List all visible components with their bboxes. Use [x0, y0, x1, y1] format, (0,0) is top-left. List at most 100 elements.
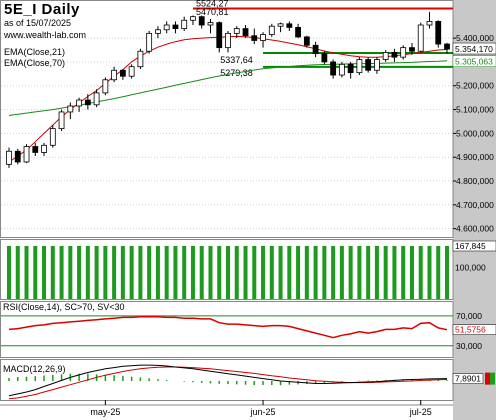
candle-body	[49, 128, 56, 146]
macd-line	[8, 364, 448, 397]
volume-bar	[173, 245, 178, 299]
volume-bar	[42, 245, 47, 299]
candle-body	[435, 21, 442, 45]
candle-body	[444, 43, 450, 50]
volume-bar	[427, 245, 432, 299]
volume-bar	[278, 245, 283, 299]
candle-body	[58, 111, 65, 130]
price-tick-label: 5.200,000	[456, 81, 494, 91]
candle-body	[330, 61, 337, 76]
rsi-panel-label: RSI(Close,14), SC>70, SV<30	[3, 302, 125, 312]
last-close-tag	[452, 42, 496, 55]
candle-body	[155, 29, 161, 34]
candle-body	[6, 150, 12, 165]
candle-body	[119, 69, 126, 77]
panel-frame-2	[0, 301, 454, 358]
candle-body	[382, 52, 389, 60]
volume-bar	[322, 245, 327, 299]
volume-bar	[33, 245, 38, 299]
candle-body	[207, 22, 214, 26]
volume-bar	[366, 245, 371, 299]
rsi-line	[8, 315, 448, 339]
price-tick-label: 5.400,000	[456, 33, 494, 43]
volume-bar	[331, 245, 336, 299]
volume-bar	[445, 245, 449, 299]
volume-bar	[59, 245, 64, 299]
volume-bar	[208, 245, 213, 299]
volume-bar	[7, 245, 11, 299]
candle-body	[137, 50, 144, 68]
candle-body	[14, 150, 21, 163]
volume-bar	[103, 245, 108, 299]
candle-body	[277, 23, 284, 27]
candle-body	[76, 99, 82, 107]
candle-body	[391, 52, 398, 58]
macd-signal-line	[8, 366, 448, 400]
volume-bar	[164, 245, 169, 299]
volume-bar	[409, 245, 414, 299]
last-close-label: 5.354,170	[455, 44, 493, 54]
candle-body	[172, 24, 179, 29]
candle-body	[102, 79, 109, 94]
volume-bar	[374, 245, 379, 299]
volume-bar	[401, 245, 406, 299]
candle-body	[303, 36, 310, 46]
ema-slow-value-label: 5.305,063	[455, 57, 493, 67]
resistance-start-label: 5470,81	[196, 7, 229, 17]
volume-bar	[182, 245, 187, 299]
volume-top-label: 167,845	[455, 241, 486, 251]
rsi-last-tag	[452, 324, 496, 335]
candle-body	[347, 63, 354, 74]
candle-body	[146, 32, 153, 52]
candle-body	[41, 144, 47, 153]
volume-bar	[120, 245, 125, 299]
ema-slow-line	[8, 60, 448, 116]
candle-body	[321, 53, 328, 63]
candle-body	[242, 28, 249, 37]
candle-body	[23, 146, 30, 163]
price-tick-label: 5.000,000	[456, 128, 494, 138]
site-watermark: www.wealth-lab.com	[4, 30, 87, 40]
chart-title: 5E_I Daily	[4, 1, 80, 18]
volume-top-tag	[452, 240, 496, 252]
candle-body	[409, 47, 415, 52]
candle-body	[128, 66, 135, 77]
volume-tick-label: 100,000	[455, 262, 486, 272]
candle-body	[268, 25, 275, 35]
volume-bar	[68, 245, 73, 299]
volume-bar	[199, 245, 204, 299]
volume-bar	[418, 245, 423, 299]
x-tick-label: may-25	[90, 407, 120, 417]
volume-bar	[94, 245, 99, 299]
volume-bar	[226, 245, 230, 299]
volume-bar	[269, 245, 274, 299]
volume-bar	[383, 245, 388, 299]
price-tick-label: 4.800,000	[456, 176, 494, 186]
price-tick-label: 5.100,000	[456, 105, 494, 115]
volume-bar	[339, 245, 344, 299]
volume-bar	[252, 245, 257, 299]
candle-body	[338, 63, 345, 76]
volume-bar	[129, 245, 134, 299]
macd-panel-label: MACD(12,26,9)	[3, 364, 66, 374]
rsi-last-label: 51,5756	[455, 325, 486, 335]
volume-bar	[392, 245, 397, 299]
candle-body	[295, 26, 301, 38]
candle-body	[417, 24, 424, 52]
ema-slow-label: EMA(Close,70)	[4, 58, 66, 68]
volume-bar	[77, 245, 82, 299]
candle-body	[312, 44, 319, 54]
volume-bar	[15, 245, 20, 299]
volume-bar	[304, 245, 309, 299]
resistance-level-label: 5524,27	[196, 0, 229, 9]
volume-bar	[234, 245, 239, 299]
candle-body	[260, 34, 266, 41]
candle-body	[84, 99, 91, 106]
candle-body	[67, 105, 74, 113]
candle-body	[216, 22, 223, 49]
volume-bar	[85, 245, 90, 299]
candle-body	[32, 146, 39, 153]
candle-body	[181, 19, 188, 29]
macd-marker-red	[485, 372, 490, 385]
